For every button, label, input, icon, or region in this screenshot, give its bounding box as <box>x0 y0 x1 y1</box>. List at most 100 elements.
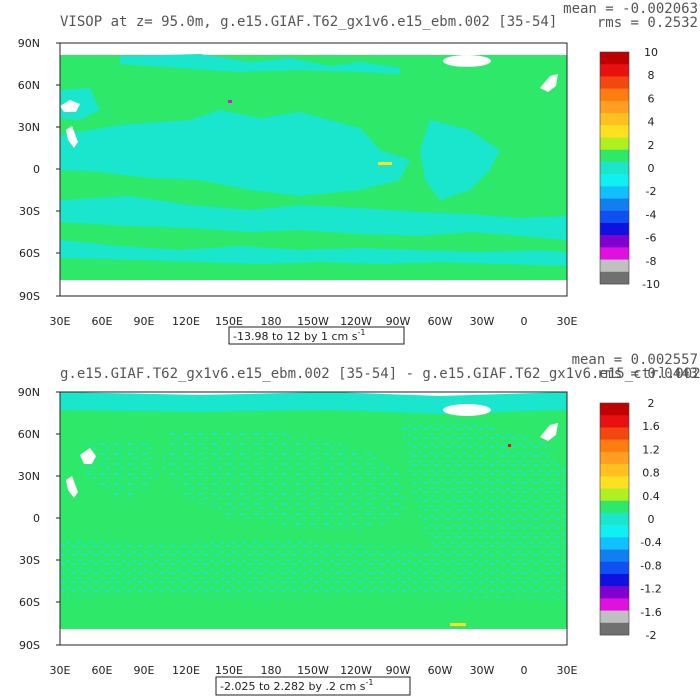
panel-1-lon-label: 150W <box>297 315 329 328</box>
colorbar-label: 2 <box>648 397 655 410</box>
panel-1-lon-label: 30E <box>557 315 578 328</box>
panel-2-lon-label: 30W <box>470 664 495 677</box>
colorbar-swatch <box>600 235 629 248</box>
panel-1-lat-label: 0 <box>33 163 40 176</box>
colorbar-swatch <box>600 161 629 175</box>
colorbar-label: -1.2 <box>640 583 661 596</box>
colorbar-label: -0.4 <box>640 536 661 549</box>
colorbar-label: -10 <box>642 278 660 291</box>
colorbar-swatch <box>600 64 629 77</box>
colorbar-label: -2 <box>646 185 657 198</box>
panel-2-lat-label: 90S <box>19 639 40 652</box>
panel-1-lat-label: 30S <box>19 205 40 218</box>
panel-1-rms: rms = 0.2532 <box>597 15 698 31</box>
colorbar-swatch <box>600 125 629 138</box>
colorbar-swatch <box>600 622 629 636</box>
colorbar-label: 4 <box>648 116 655 129</box>
panel-2-lon-label: 120E <box>172 664 200 677</box>
colorbar-label: 6 <box>648 92 655 105</box>
colorbar-frame <box>599 402 630 636</box>
panel-1-lon-label: 180 <box>261 315 282 328</box>
panel-1-lon-label: 30W <box>470 315 495 328</box>
colorbar-frame <box>599 51 630 285</box>
colorbar-swatch <box>600 573 629 587</box>
colorbar-swatch <box>600 100 629 114</box>
panel-2: g.e15.GIAF.T62_gx1v6.e15_ebm.002 [35-54]… <box>18 352 700 696</box>
panel-2-lat-axis: 90N 60N 30N 0 30S 60S 90S <box>18 386 60 652</box>
colorbar-label: -8 <box>646 255 657 268</box>
panel-2-lon-label: 150E <box>215 664 243 677</box>
colorbar-swatch <box>600 76 629 89</box>
panel-2-title: g.e15.GIAF.T62_gx1v6.e15_ebm.002 [35-54]… <box>60 366 700 382</box>
panel-2-lon-axis: 30E 60E 90E 120E 150E 180 150W 120W 90W … <box>50 664 578 677</box>
colorbar-swatch <box>600 259 629 273</box>
colorbar-swatch <box>600 186 629 199</box>
colorbar-swatch <box>600 222 629 236</box>
colorbar-swatch <box>600 537 629 550</box>
colorbar-swatch <box>600 210 629 224</box>
panel-1-lon-label: 30E <box>50 315 71 328</box>
colorbar-label: 8 <box>648 69 655 82</box>
colorbar-swatch <box>600 525 629 538</box>
panel-2-lat-label: 90N <box>18 386 40 399</box>
panel-1-lon-label: 0 <box>521 315 528 328</box>
panel-2-lon-label: 30E <box>557 664 578 677</box>
panel-1-lon-label: 60E <box>92 315 113 328</box>
svg-text:-13.98 to 12 by 1 cm s-1: -13.98 to 12 by 1 cm s-1 <box>233 328 365 343</box>
panel-1-lon-axis: 30E 60E 90E 120E 150E 180 150W 120W 90W … <box>50 315 578 328</box>
panel-1-lon-label: 150E <box>215 315 243 328</box>
colorbar-swatch <box>600 271 629 285</box>
colorbar-label: 1.6 <box>642 420 660 433</box>
panel-2-range-unit-sup: -1 <box>365 678 373 687</box>
colorbar-swatch <box>600 174 629 187</box>
colorbar-swatch <box>600 488 629 501</box>
panel-1-positive-feature <box>378 162 392 165</box>
panel-2-mean: mean = 0.002557 <box>572 352 698 368</box>
panel-1-range-unit-sup: -1 <box>357 328 365 337</box>
panel-1-lat-label: 60S <box>19 247 40 260</box>
colorbar-swatch <box>600 247 629 260</box>
panel-2-lon-label: 150W <box>297 664 329 677</box>
colorbar-swatch <box>600 512 629 526</box>
colorbar-swatch <box>600 113 629 126</box>
colorbar-swatch <box>600 198 629 212</box>
panel-1-lat-label: 90N <box>18 37 40 50</box>
panel-2-range-text: -2.025 to 2.282 by .2 cm s <box>220 680 366 693</box>
panel-2-lon-label: 30E <box>50 664 71 677</box>
colorbar-swatch <box>600 427 629 440</box>
panel-1-lon-label: 90E <box>134 315 155 328</box>
panel-1-extreme-feature <box>228 100 232 103</box>
panel-2-lon-label: 60E <box>92 664 113 677</box>
colorbar-swatch <box>600 403 629 416</box>
panel-2-lon-label: 120W <box>340 664 372 677</box>
panel-1-lon-label: 120W <box>340 315 372 328</box>
panel-2-lon-label: 180 <box>261 664 282 677</box>
panel-2-colorbar: 2 1.6 1.2 0.8 0.4 0 -0.4 -0.8 -1.2 -1.6 -2 <box>599 397 662 642</box>
panel-2-map <box>59 391 568 646</box>
panel-2-lon-label: 0 <box>521 664 528 677</box>
colorbar-swatch <box>600 88 629 102</box>
panel-1-lon-label: 120E <box>172 315 200 328</box>
colorbar-label: 10 <box>644 46 658 59</box>
panel-1-land <box>60 55 567 296</box>
colorbar-swatch <box>600 137 629 150</box>
colorbar-label: -6 <box>646 232 657 245</box>
colorbar-swatch <box>600 476 629 489</box>
colorbar-swatch <box>600 500 629 514</box>
panel-2-lat-label: 60S <box>19 596 40 609</box>
panel-1-lat-label: 30N <box>18 121 40 134</box>
panel-1-range-box: -13.98 to 12 by 1 cm s-1 <box>228 326 405 345</box>
panel-1-lon-label: 90W <box>386 315 411 328</box>
colorbar-swatch <box>600 586 629 599</box>
panel-2-lon-label: 60W <box>428 664 453 677</box>
panel-1: VISOP at z= 95.0m, g.e15.GIAF.T62_gx1v6.… <box>18 1 698 345</box>
panel-1-range-text: -13.98 to 12 by 1 cm s <box>233 330 358 343</box>
colorbar-label: 0 <box>648 162 655 175</box>
panel-1-lon-label: 60W <box>428 315 453 328</box>
colorbar-swatch <box>600 549 629 563</box>
colorbar-swatch <box>600 52 629 65</box>
panel-1-lat-label: 60N <box>18 79 40 92</box>
panel-1-lat-label: 90S <box>19 290 40 303</box>
colorbar-swatch <box>600 464 629 477</box>
panel-2-lon-label: 90E <box>134 664 155 677</box>
